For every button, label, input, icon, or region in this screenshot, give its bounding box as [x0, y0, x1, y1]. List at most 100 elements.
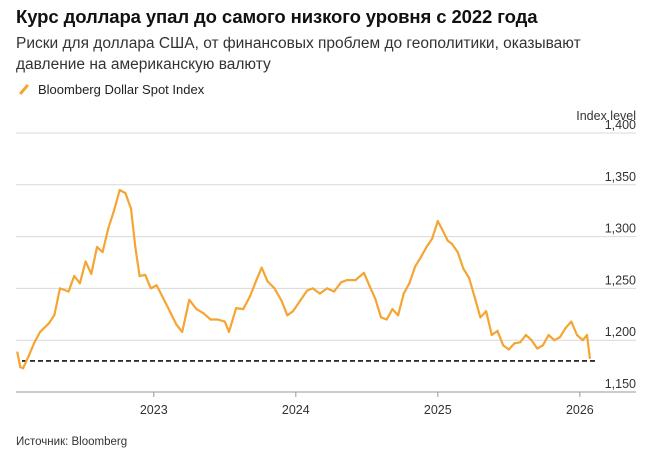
data-point: [431, 237, 434, 240]
data-point: [39, 330, 42, 333]
data-point: [144, 273, 147, 276]
data-point: [107, 227, 110, 230]
data-point: [286, 314, 289, 317]
data-point: [112, 209, 116, 212]
data-point: [446, 239, 449, 242]
data-point: [414, 265, 417, 268]
data-point: [90, 272, 93, 275]
data-point: [254, 280, 258, 283]
data-point: [155, 284, 158, 287]
data-point: [118, 188, 121, 192]
data-point: [485, 310, 488, 313]
data-point: [306, 289, 309, 292]
source-note: Источник: Bloomberg: [16, 436, 128, 448]
data-point: [73, 274, 76, 278]
data-point: [149, 287, 152, 290]
data-point: [95, 245, 99, 249]
series-line: [16, 188, 591, 370]
data-point: [402, 292, 405, 295]
y-tick-label: 1,200: [605, 325, 636, 339]
x-tick-label: 2023: [140, 403, 168, 417]
data-point: [311, 287, 314, 290]
data-point: [325, 287, 329, 290]
data-point: [345, 279, 348, 282]
data-point: [391, 308, 394, 311]
data-point: [456, 251, 459, 254]
data-point: [280, 299, 283, 302]
data-point: [473, 296, 476, 299]
x-tick-label: 2026: [566, 403, 594, 417]
legend: Bloomberg Dollar Spot Index: [16, 82, 204, 97]
data-point: [209, 318, 212, 321]
data-point: [333, 290, 336, 293]
data-point: [164, 300, 167, 303]
data-point: [188, 298, 191, 301]
data-point: [436, 220, 439, 223]
data-point: [385, 318, 388, 321]
y-tick-label: 1,250: [605, 273, 636, 287]
data-point: [53, 314, 56, 317]
x-tick-label: 2025: [424, 403, 452, 417]
data-point: [227, 330, 231, 333]
data-point: [223, 320, 226, 323]
data-point: [47, 322, 50, 325]
data-point: [507, 348, 510, 351]
data-point: [419, 256, 422, 259]
data-point: [101, 251, 104, 254]
y-tick-label: 1,150: [605, 377, 636, 391]
data-point: [588, 356, 591, 359]
data-point: [58, 287, 62, 290]
data-point: [575, 333, 579, 337]
data-point: [496, 329, 499, 332]
data-point: [524, 333, 528, 337]
data-point: [202, 312, 205, 315]
data-point: [33, 341, 36, 344]
data-point: [558, 336, 562, 339]
data-point: [362, 271, 366, 274]
data-point: [235, 307, 238, 310]
data-point: [490, 333, 493, 337]
data-point: [260, 266, 263, 269]
data-point: [299, 299, 302, 302]
data-point: [134, 245, 137, 249]
data-point: [22, 367, 25, 370]
data-point: [266, 280, 269, 283]
data-point: [585, 333, 589, 337]
axes: [16, 391, 636, 397]
data-point: [564, 326, 567, 329]
data-point: [468, 276, 471, 280]
data-point: [425, 245, 428, 249]
data-point: [84, 260, 87, 263]
data-point: [547, 333, 550, 337]
y-axis-title: Index level: [576, 109, 636, 123]
chart-title: Курс доллара упал до самого низкого уров…: [16, 6, 538, 27]
data-point: [318, 292, 321, 295]
data-point: [169, 312, 172, 315]
data-point: [181, 330, 184, 333]
data-point: [441, 228, 444, 231]
data-point: [553, 339, 556, 342]
data-point: [242, 308, 245, 311]
data-point: [216, 318, 219, 321]
data-point: [570, 320, 573, 323]
data-point: [291, 310, 295, 313]
data-point: [581, 339, 584, 342]
data-point: [129, 207, 133, 210]
y-tick-label: 1,400: [605, 118, 636, 132]
data-point: [519, 341, 522, 344]
data-point: [78, 282, 81, 285]
data-point: [19, 366, 22, 369]
data-point: [273, 287, 276, 290]
data-point: [536, 347, 539, 350]
data-point: [513, 342, 516, 345]
data-point: [379, 316, 383, 319]
legend-label: Bloomberg Dollar Spot Index: [38, 82, 205, 97]
data-point: [16, 351, 19, 354]
data-point: [340, 281, 343, 284]
chart-subtitle: Риски для доллара США, от финансовых про…: [16, 35, 581, 73]
data-point: [195, 308, 198, 311]
data-point: [368, 285, 371, 288]
data-point: [354, 279, 357, 282]
data-point: [502, 344, 505, 347]
